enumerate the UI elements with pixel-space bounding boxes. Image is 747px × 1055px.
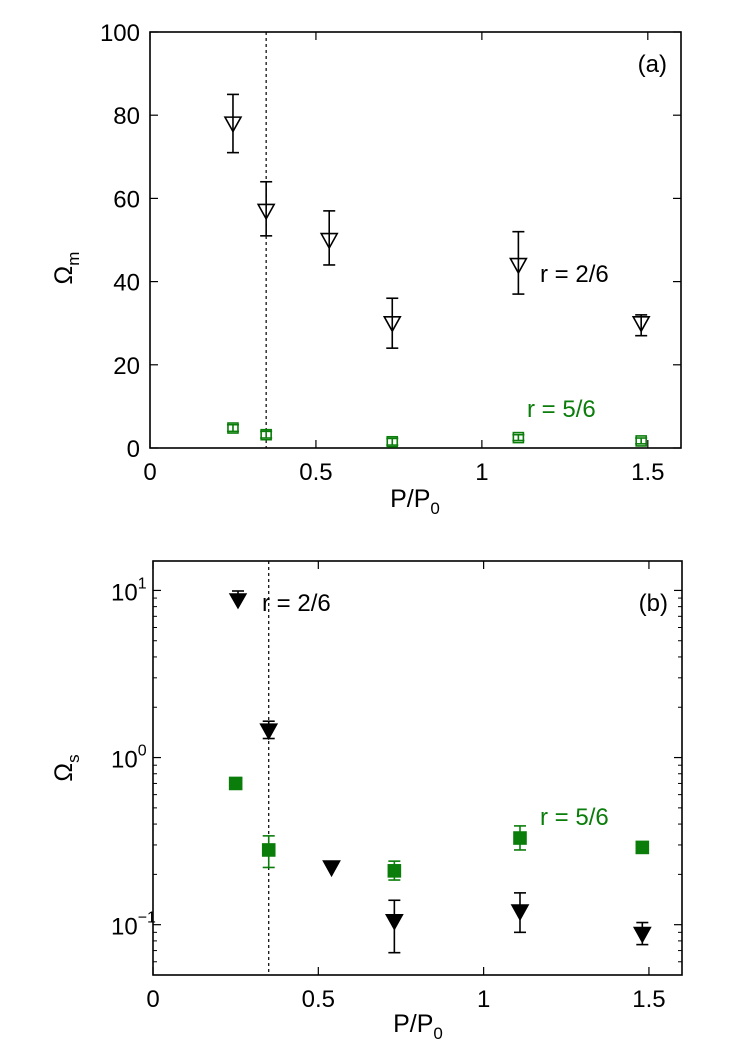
data-point [228, 776, 243, 791]
data-point [382, 297, 402, 349]
triangle-marker [631, 315, 651, 333]
square-marker [635, 840, 650, 855]
square-marker [512, 431, 525, 444]
x-axis-label-subscript: 0 [433, 1024, 442, 1043]
square-marker [386, 435, 399, 448]
y-tick-label: 10−1 [111, 910, 156, 941]
triangle-marker [509, 257, 528, 275]
x-tick-label: 1.5 [631, 459, 664, 486]
x-axis-label-subscript: 0 [430, 499, 439, 518]
x-tick-label: 1.5 [632, 986, 665, 1013]
data-point [632, 921, 652, 946]
x-tick-label: 0 [143, 459, 156, 486]
data-point [322, 860, 341, 878]
x-tick-label: 1 [477, 986, 490, 1013]
panel-b: 0 0.5 1 1.5 10−1 100 101 (b) r = 2/6 r = 5/6 P… [50, 560, 683, 1043]
data-point [635, 435, 648, 447]
y-tick-label: 100 [100, 20, 140, 47]
data-point [387, 860, 402, 881]
triangle-marker [259, 723, 279, 741]
data-point [510, 892, 530, 934]
square-marker [227, 422, 239, 434]
tick-marks [152, 561, 682, 975]
triangle-marker [322, 860, 341, 878]
x-tick-label: 0.5 [302, 986, 335, 1013]
data-marks [228, 590, 652, 954]
data-point [513, 825, 527, 851]
tick-labels: 0 0.5 1 1.5 0 20 40 60 80 100 [100, 20, 665, 486]
series-annotation-r26: r = 2/6 [540, 261, 609, 288]
y-tick-label: 60 [113, 186, 140, 213]
square-marker [260, 428, 272, 441]
data-point [631, 314, 651, 337]
panel-label: (a) [638, 51, 667, 78]
y-tick-label: 40 [113, 270, 140, 297]
data-point [256, 180, 276, 237]
triangle-marker [382, 315, 402, 333]
y-axis-label-subscript: s [64, 754, 83, 763]
square-marker [387, 864, 402, 878]
data-point [319, 210, 339, 266]
series-annotation-r56: r = 5/6 [540, 804, 609, 831]
x-axis-label: P/P0 [390, 485, 440, 518]
series-annotation-r56: r = 5/6 [527, 396, 596, 423]
legend-marker-r26 [228, 590, 248, 610]
x-tick-label: 1 [475, 459, 488, 486]
data-point [512, 431, 525, 444]
y-tick-label: 0 [127, 436, 140, 463]
triangle-marker [319, 232, 339, 250]
tick-marks [149, 31, 681, 449]
data-point [635, 840, 650, 855]
triangle-marker [223, 116, 243, 134]
data-point [509, 230, 528, 295]
triangle-marker [384, 913, 404, 931]
tick-labels: 0 0.5 1 1.5 10−1 100 101 [111, 575, 666, 1013]
x-axis-label-main: P/P [393, 1010, 433, 1038]
y-tick-label: 100 [111, 743, 147, 774]
plot-frame [149, 31, 682, 449]
triangle-marker [256, 203, 276, 221]
y-tick-label: 20 [113, 353, 140, 380]
data-point [384, 899, 404, 954]
series-annotation-r26: r = 2/6 [262, 590, 331, 617]
data-point [226, 422, 239, 434]
data-marks [223, 93, 651, 448]
x-axis-label-main: P/P [390, 485, 430, 513]
square-marker [635, 435, 647, 447]
y-axis-label: Ωs [50, 754, 83, 781]
data-point [260, 428, 273, 441]
data-point [223, 93, 243, 154]
y-axis-label-subscript: m [64, 252, 83, 266]
square-marker [261, 843, 276, 857]
plot-frame [152, 560, 683, 976]
y-tick-label: 80 [113, 103, 140, 130]
y-tick-label: 101 [111, 575, 147, 606]
y-axis-label-main: Ω [50, 763, 78, 782]
panel-label: (b) [639, 590, 668, 617]
square-marker [228, 776, 243, 791]
data-point [386, 435, 399, 448]
panel-a: 0 0.5 1 1.5 0 20 40 60 80 100 (a) r = 2/6 r = 5/6… [50, 20, 682, 518]
y-axis-label: Ωm [50, 252, 83, 285]
x-axis-label: P/P0 [393, 1010, 443, 1043]
y-axis-label-main: Ω [50, 266, 78, 285]
data-point [261, 835, 276, 869]
data-point [259, 720, 279, 741]
triangle-marker [632, 926, 652, 944]
x-tick-label: 0.5 [299, 459, 332, 486]
triangle-marker [510, 904, 530, 922]
square-marker [513, 831, 527, 845]
x-tick-label: 0 [146, 986, 159, 1013]
